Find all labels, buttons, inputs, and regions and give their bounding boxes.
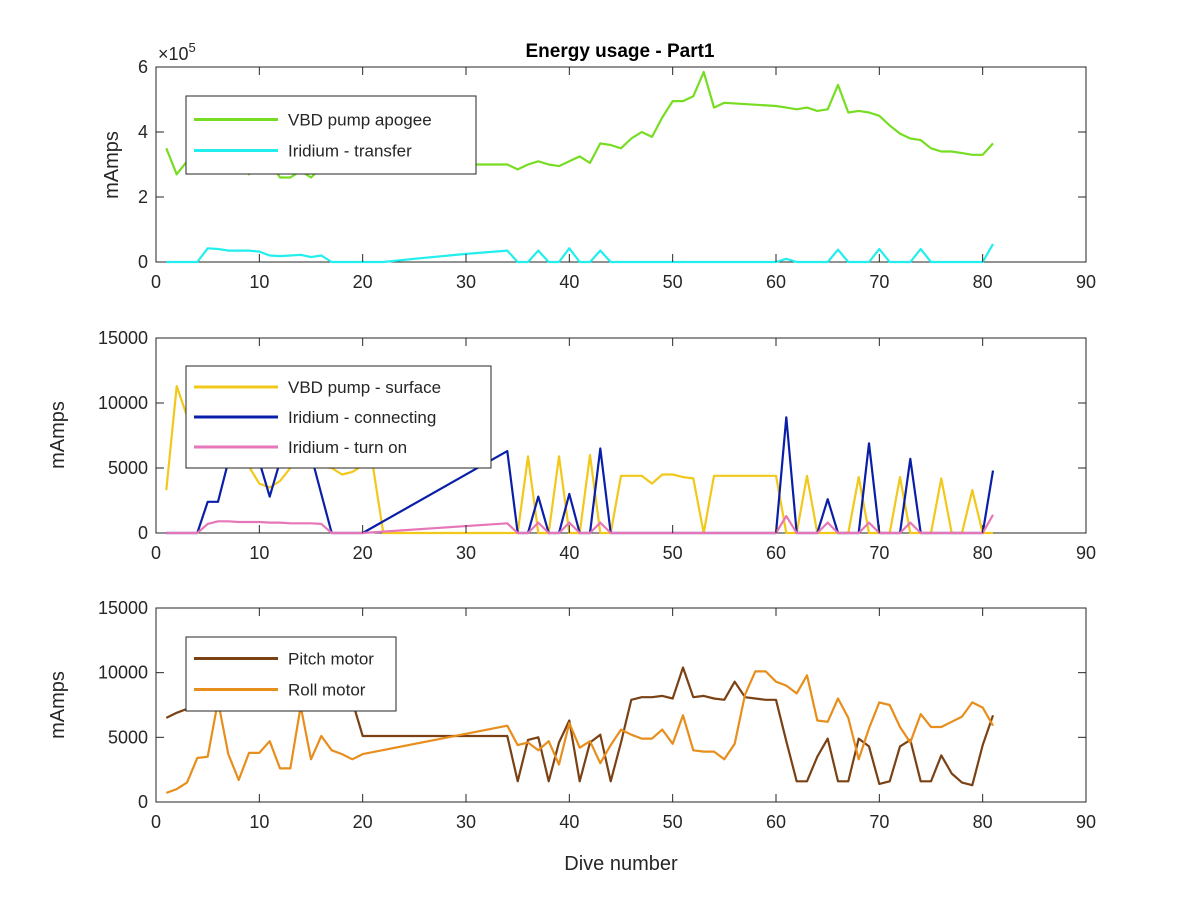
y-axis-label-middle: mAmps bbox=[47, 401, 69, 469]
axes-top: 0 10 20 30 40 50 60 70 80 90 0 2 4 6 VBD pump apogee Ir… bbox=[101, 40, 1096, 292]
y-axis-label-top: mAmps bbox=[101, 131, 123, 199]
y-tick-label: 5000 bbox=[108, 727, 148, 747]
exponent-power: 5 bbox=[189, 40, 196, 55]
x-tick-label: 20 bbox=[353, 272, 373, 292]
x-tick-label: 50 bbox=[663, 272, 683, 292]
x-tick-label: 20 bbox=[353, 543, 373, 563]
y-tick-label: 15000 bbox=[98, 328, 148, 348]
x-tick-label: 0 bbox=[151, 812, 161, 832]
series-line-roll-motor bbox=[165, 670, 994, 794]
legend-box bbox=[185, 636, 397, 712]
y-tick-label: 10000 bbox=[98, 663, 148, 683]
legend-label: Roll motor bbox=[288, 681, 366, 700]
exponent-label-top: ×105 bbox=[158, 40, 196, 64]
legend-label: Iridium - connecting bbox=[288, 408, 436, 427]
x-tick-label: 20 bbox=[353, 812, 373, 832]
legend-label: Iridium - transfer bbox=[288, 142, 412, 161]
x-tick-label: 80 bbox=[973, 543, 993, 563]
x-tick-label: 90 bbox=[1076, 272, 1096, 292]
series-line-iridium-turn-on bbox=[166, 514, 994, 535]
plot-area-middle: 0 10 20 30 40 50 60 70 80 90 0 5000 10000 15000 VBD pu… bbox=[98, 328, 1096, 563]
x-tick-label: 0 bbox=[151, 543, 161, 563]
x-tick-label: 70 bbox=[869, 272, 889, 292]
y-axis-label-bottom: mAmps bbox=[47, 671, 69, 739]
x-axis-label: Dive number bbox=[564, 853, 678, 875]
x-tick-label: 40 bbox=[559, 543, 579, 563]
exponent-base: ×10 bbox=[158, 44, 189, 64]
x-tick-label: 70 bbox=[869, 812, 889, 832]
y-tick-label: 10000 bbox=[98, 393, 148, 413]
x-tick-label: 10 bbox=[249, 543, 269, 563]
y-tick-label: 2 bbox=[138, 187, 148, 207]
x-tick-label: 60 bbox=[766, 812, 786, 832]
x-tick-label: 50 bbox=[663, 812, 683, 832]
legend-label: VBD pump - surface bbox=[288, 378, 441, 397]
y-tick-label: 0 bbox=[138, 252, 148, 272]
x-tick-label: 30 bbox=[456, 812, 476, 832]
y-tick-label: 0 bbox=[138, 523, 148, 543]
legend-label: Pitch motor bbox=[288, 650, 374, 669]
y-tick-label: 4 bbox=[138, 122, 148, 142]
y-tick-label: 15000 bbox=[98, 598, 148, 618]
y-tick-label: 0 bbox=[138, 792, 148, 812]
x-tick-label: 0 bbox=[151, 272, 161, 292]
x-tick-label: 60 bbox=[766, 272, 786, 292]
x-tick-label: 10 bbox=[249, 272, 269, 292]
x-tick-label: 40 bbox=[559, 272, 579, 292]
x-tick-label: 30 bbox=[456, 272, 476, 292]
x-tick-label: 70 bbox=[869, 543, 889, 563]
legend-label: Iridium - turn on bbox=[288, 438, 407, 457]
x-tick-label: 80 bbox=[973, 812, 993, 832]
legend-label: VBD pump apogee bbox=[288, 111, 432, 130]
x-tick-label: 90 bbox=[1076, 543, 1096, 563]
y-tick-label: 6 bbox=[138, 57, 148, 77]
legend: VBD pump - surface Iridium - connecting Ir… bbox=[185, 365, 492, 469]
x-tick-label: 50 bbox=[663, 543, 683, 563]
x-tick-label: 30 bbox=[456, 543, 476, 563]
x-tick-label: 10 bbox=[249, 812, 269, 832]
y-tick-label: 5000 bbox=[108, 458, 148, 478]
plot-area-top: 0 10 20 30 40 50 60 70 80 90 0 2 4 6 VBD pump apogee Ir… bbox=[138, 57, 1096, 292]
plot-area-bottom: 0 10 20 30 40 50 60 70 80 90 0 5000 10000 15000 Pitch … bbox=[98, 598, 1096, 832]
figure-title: Energy usage - Part1 bbox=[525, 41, 714, 62]
series-line-iridium-transfer bbox=[166, 243, 994, 264]
legend-box bbox=[185, 95, 477, 175]
x-tick-label: 90 bbox=[1076, 812, 1096, 832]
legend: VBD pump apogee Iridium - transfer bbox=[185, 95, 477, 175]
axes-middle: 0 10 20 30 40 50 60 70 80 90 0 5000 10000 15000 VBD pu… bbox=[47, 328, 1096, 563]
x-tick-label: 60 bbox=[766, 543, 786, 563]
x-tick-label: 80 bbox=[973, 272, 993, 292]
x-tick-label: 40 bbox=[559, 812, 579, 832]
legend: Pitch motor Roll motor bbox=[185, 636, 397, 712]
axes-bottom: 0 10 20 30 40 50 60 70 80 90 0 5000 10000 15000 Pitch … bbox=[47, 598, 1096, 832]
